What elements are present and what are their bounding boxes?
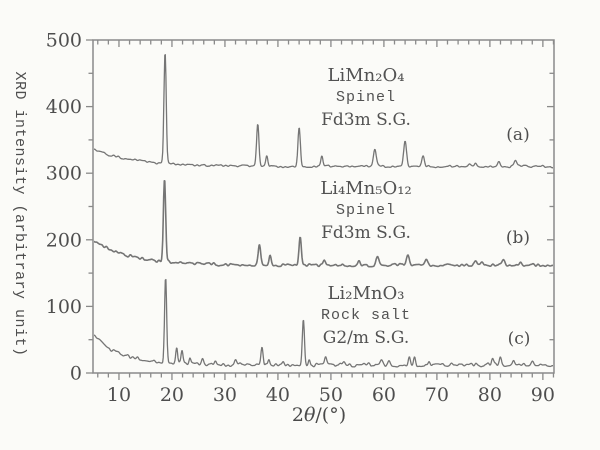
x-tick-label: 80 (478, 384, 502, 406)
x-axis-title: 2θ/(°) (276, 404, 362, 426)
trace-b-tag: (b) (505, 228, 531, 248)
annotation-phase-b: Li₄Mn₅O₁₂ Spinel Fd3m S.G. (283, 177, 449, 245)
x-tick-label: 70 (425, 384, 449, 406)
phase-c-structure: Rock salt (320, 307, 411, 324)
y-tick-label: 200 (46, 229, 82, 251)
x-tick-label: 90 (531, 384, 555, 406)
x-axis-title-post: /(°) (315, 404, 347, 426)
phase-c-spacegroup: G2/m S.G. (322, 328, 410, 348)
x-axis-title-pre: 2 (291, 404, 304, 426)
phase-b-structure: Spinel (335, 202, 396, 219)
annotation-phase-c: Li₂MnO₃ Rock salt G2/m S.G. (283, 282, 449, 350)
x-tick-label: 40 (266, 384, 290, 406)
xrd-trace-a (94, 54, 553, 169)
y-tick-label: 300 (46, 163, 82, 185)
x-tick-label: 10 (107, 384, 131, 406)
y-tick-label: 400 (46, 96, 82, 118)
x-tick-label: 30 (213, 384, 237, 406)
phase-b-spacegroup: Fd3m S.G. (321, 223, 411, 243)
annotation-phase-a: LiMn₂O₄ Spinel Fd3m S.G. (283, 64, 449, 132)
x-tick-label: 50 (319, 384, 343, 406)
phase-a-spacegroup: Fd3m S.G. (321, 110, 411, 130)
y-tick-label: 0 (70, 363, 82, 385)
phase-c-formula: Li₂MnO₃ (327, 283, 405, 304)
xrd-trace-b (94, 180, 553, 268)
x-tick-label: 60 (372, 384, 396, 406)
trace-c-tag: (c) (507, 329, 531, 349)
phase-a-structure: Spinel (335, 89, 396, 106)
x-tick-label: 20 (160, 384, 184, 406)
xrd-trace-c (94, 278, 553, 368)
phase-a-formula: LiMn₂O₄ (327, 65, 405, 86)
y-tick-label: 500 (46, 30, 82, 52)
trace-a-tag: (a) (506, 125, 530, 145)
y-tick-label: 100 (46, 296, 82, 318)
theta-symbol: θ (303, 404, 316, 426)
phase-b-formula: Li₄Mn₅O₁₂ (320, 178, 412, 199)
y-axis-title: XRD intensity (arbitrary unit) (11, 71, 28, 357)
